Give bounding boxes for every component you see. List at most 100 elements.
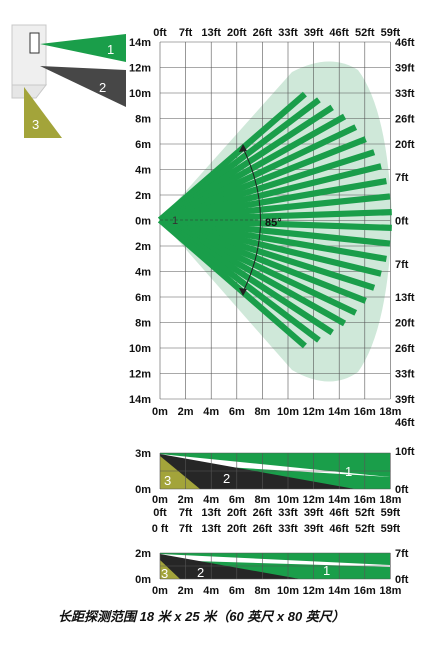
side1-right-scale: 10ft 0ft bbox=[395, 446, 415, 496]
left-m-tick: 12m bbox=[129, 63, 151, 75]
side1-bottom-m-tick: 2m bbox=[178, 494, 194, 506]
origin-label: 1 bbox=[172, 215, 178, 227]
side2-top-ft-scale: 0 ft 7ft 13ft 20ft 26ft 33ft 39ft 46ft 52ft 59ft bbox=[152, 523, 401, 535]
top-view: 85° 1 0ft 7ft 13ft 20ft 26ft 33ft 39ft 46ft 52ft… bbox=[129, 27, 415, 429]
top-ft-tick: 26ft bbox=[253, 27, 273, 39]
left-m-tick: 2m bbox=[135, 241, 151, 253]
right-ft-tick: 20ft bbox=[395, 318, 415, 330]
side2-top-ft-tick: 13ft bbox=[201, 523, 221, 535]
side1-bottom-ft-tick: 7ft bbox=[179, 507, 193, 519]
side2-left-scale: 2m 0m bbox=[135, 548, 151, 586]
left-m-tick: 10m bbox=[129, 343, 151, 355]
top-ft-tick: 0ft bbox=[153, 27, 167, 39]
side1-bottom-ft-tick: 20ft bbox=[227, 507, 247, 519]
side1-bottom-ft-tick: 33ft bbox=[278, 507, 298, 519]
left-m-tick: 2m bbox=[135, 190, 151, 202]
side2-top-ft-tick: 26ft bbox=[253, 523, 273, 535]
side2-zone-3 bbox=[160, 560, 180, 579]
right-ft-tick: 46ft bbox=[395, 417, 415, 429]
side1-bottom-ft-tick: 39ft bbox=[304, 507, 324, 519]
bottom-m-tick: 16m bbox=[354, 406, 376, 418]
legend: 1 2 3 bbox=[11, 24, 126, 138]
legend-zone-2-label: 2 bbox=[99, 80, 106, 95]
side2-zone-3-label: 3 bbox=[161, 566, 168, 581]
top-ft-tick: 33ft bbox=[278, 27, 298, 39]
top-ft-tick: 7ft bbox=[179, 27, 193, 39]
left-m-tick: 10m bbox=[129, 88, 151, 100]
side1-grid bbox=[159, 452, 391, 490]
top-ft-tick: 13ft bbox=[201, 27, 221, 39]
left-m-tick: 4m bbox=[135, 267, 151, 279]
legend-zone-1-label: 1 bbox=[107, 42, 114, 57]
side2-bottom-m-tick: 14m bbox=[328, 585, 350, 597]
side2-top-ft-tick: 52ft bbox=[355, 523, 375, 535]
right-ft-tick: 26ft bbox=[395, 114, 415, 126]
left-m-tick: 4m bbox=[135, 165, 151, 177]
left-m-tick: 6m bbox=[135, 292, 151, 304]
legend-zone-2-shape bbox=[40, 66, 126, 107]
side2-top-ft-tick: 46ft bbox=[329, 523, 349, 535]
right-ft-tick: 39ft bbox=[395, 63, 415, 75]
angle-label: 85° bbox=[265, 217, 282, 229]
beam bbox=[157, 217, 307, 349]
right-ft-tick: 7ft bbox=[395, 259, 409, 271]
legend-zone-3-label: 3 bbox=[32, 117, 39, 132]
right-ft-tick: 33ft bbox=[395, 88, 415, 100]
right-ft-tick: 13ft bbox=[395, 292, 415, 304]
side2-zone-2-label: 2 bbox=[197, 565, 204, 580]
side1-bottom-m-tick: 16m bbox=[354, 494, 376, 506]
right-ft-tick: 0ft bbox=[395, 216, 409, 228]
right-ft-scale: 46ft 39ft 33ft 26ft 20ft 7ft 0ft 7ft 13ft 20ft 26f… bbox=[395, 37, 415, 429]
side1-zone-3 bbox=[160, 456, 200, 489]
side1-bottom-ft-tick: 59ft bbox=[381, 507, 401, 519]
side1-bottom-m-tick: 14m bbox=[328, 494, 350, 506]
left-m-tick: 8m bbox=[135, 114, 151, 126]
side2-right-tick: 0ft bbox=[395, 574, 409, 586]
top-ft-tick: 46ft bbox=[329, 27, 349, 39]
side1-left-scale: 3m 0m bbox=[135, 448, 151, 496]
right-ft-tick: 20ft bbox=[395, 139, 415, 151]
top-ft-tick: 39ft bbox=[304, 27, 324, 39]
left-m-tick: 0m bbox=[135, 216, 151, 228]
side2-bottom-m-tick: 6m bbox=[229, 585, 245, 597]
side2-right-scale: 7ft 0ft bbox=[395, 548, 409, 586]
side1-bottom-m-tick: 10m bbox=[277, 494, 299, 506]
side1-bottom-m-tick: 12m bbox=[303, 494, 325, 506]
detection-beams bbox=[157, 91, 392, 349]
side1-left-tick: 3m bbox=[135, 448, 151, 460]
side1-bottom-m-tick: 8m bbox=[254, 494, 270, 506]
bottom-m-tick: 6m bbox=[229, 406, 245, 418]
side1-bottom-ft-tick: 26ft bbox=[253, 507, 273, 519]
side1-bottom-m-tick: 0m bbox=[152, 494, 168, 506]
side2-bottom-m-tick: 8m bbox=[254, 585, 270, 597]
side2-zone-1-label: 1 bbox=[323, 563, 330, 578]
side-view-1: 3 2 1 3m 0m 10ft 0ft 0m 2m 4m 6m 8m 10m 12m 14m 16… bbox=[135, 446, 415, 519]
side2-top-ft-tick: 39ft bbox=[304, 523, 324, 535]
side1-zone-1-label: 1 bbox=[345, 464, 352, 479]
side1-zone-2 bbox=[160, 454, 355, 489]
legend-zone-3-shape bbox=[24, 87, 62, 138]
side1-bottom-ft-tick: 46ft bbox=[329, 507, 349, 519]
side1-right-tick: 0ft bbox=[395, 484, 409, 496]
right-ft-tick: 39ft bbox=[395, 394, 415, 406]
bottom-m-tick: 8m bbox=[254, 406, 270, 418]
side1-bottom-ft-tick: 52ft bbox=[355, 507, 375, 519]
left-m-tick: 14m bbox=[129, 37, 151, 49]
left-m-tick: 8m bbox=[135, 318, 151, 330]
side1-zone-3-label: 3 bbox=[164, 473, 171, 488]
top-ft-tick: 52ft bbox=[355, 27, 375, 39]
side2-top-ft-tick: 20ft bbox=[227, 523, 247, 535]
side2-grid bbox=[159, 552, 391, 580]
side-view-2: 3 2 1 0 ft 7ft 13ft 20ft 26ft 33ft 39ft 46ft 52f… bbox=[135, 523, 409, 597]
side2-top-ft-tick: 59ft bbox=[381, 523, 401, 535]
side2-bottom-m-tick: 12m bbox=[303, 585, 325, 597]
left-m-tick: 14m bbox=[129, 394, 151, 406]
top-ft-tick: 59ft bbox=[381, 27, 401, 39]
side1-bottom-m-tick: 4m bbox=[203, 494, 219, 506]
side2-bottom-m-tick: 2m bbox=[178, 585, 194, 597]
side2-bottom-m-tick: 10m bbox=[277, 585, 299, 597]
angle-arc bbox=[160, 144, 262, 296]
side1-left-tick: 0m bbox=[135, 484, 151, 496]
side2-zone-2 bbox=[160, 554, 300, 579]
